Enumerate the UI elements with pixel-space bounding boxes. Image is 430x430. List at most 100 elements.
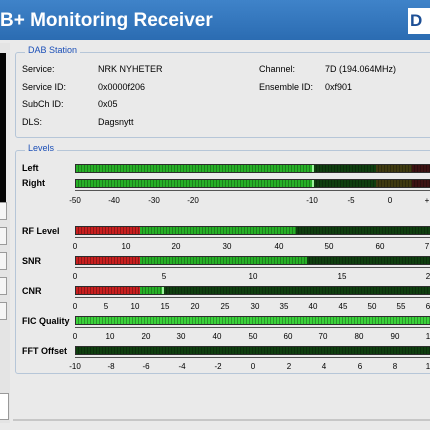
snr-meter-red [76,257,140,264]
sidebar-button-5[interactable] [0,302,7,320]
service-value: NRK NYHETER [98,64,163,74]
subch-id-value: 0x05 [98,99,118,109]
fft-offset-meter [75,346,430,355]
cnr-tick: 20 [190,302,200,311]
left-meter-peak [312,165,314,172]
dls-label: DLS: [22,117,43,127]
cnr-tick: 6 [425,302,430,311]
snr-tick: 5 [161,272,167,281]
fic-tick: 70 [318,332,328,341]
fic-tick: 10 [105,332,115,341]
fic-tick: 80 [354,332,364,341]
fft-tick: 8 [392,362,398,371]
fft-tick: -8 [107,362,115,371]
rf-tick: 20 [171,242,181,251]
rf-tick: 40 [274,242,284,251]
fft-meter-unlit [76,347,430,354]
sidebar-button-4[interactable] [0,277,7,295]
sidebar-box [0,393,9,420]
right-meter-unlit-yellow [376,180,412,187]
cnr-meter-unlit [164,287,430,294]
fic-tick: 50 [248,332,258,341]
sidebar-button-2[interactable] [0,227,7,245]
cnr-tick: 55 [396,302,406,311]
audio-tick: -50 [69,196,81,205]
ensemble-id-value: 0xf901 [325,82,353,92]
cnr-tick: 30 [250,302,260,311]
cnr-meter-green [140,287,162,294]
audio-tick: -30 [148,196,160,205]
right-meter-unlit-green [314,180,376,187]
rf-level-meter [75,226,430,235]
sidebar-button-3[interactable] [0,252,7,270]
snr-tick: 0 [72,272,78,281]
cnr-tick: 15 [160,302,170,311]
levels-group: Levels [15,143,430,374]
left-meter-green [76,165,312,172]
service-label: Service: [22,64,55,74]
left-channel-label: Left [22,163,39,173]
subch-id-label: SubCh ID: [22,99,64,109]
fic-tick: 60 [283,332,293,341]
cnr-meter-peak [162,287,164,294]
rf-meter-unlit [296,227,430,234]
snr-meter [75,256,430,265]
cnr-meter-red [76,287,140,294]
fic-tick: 1 [425,332,430,341]
fft-tick: 4 [321,362,327,371]
snr-tick: 2 [425,272,430,281]
cnr-tick: 40 [308,302,318,311]
fft-tick: 2 [286,362,292,371]
rf-tick: 50 [324,242,334,251]
fft-tick: 1 [425,362,430,371]
cnr-tick: 5 [103,302,109,311]
fft-tick: -2 [214,362,222,371]
fic-meter-green [76,317,430,324]
cnr-tick: 45 [338,302,348,311]
snr-meter-unlit [307,257,430,264]
cnr-tick: 25 [220,302,230,311]
rf-tick: 30 [222,242,232,251]
fic-tick: 40 [212,332,222,341]
rf-tick: 7 [424,242,430,251]
rf-level-label: RF Level [22,226,60,236]
audio-tick: -40 [108,196,120,205]
fic-quality-meter [75,316,430,325]
sidebar-button-1[interactable] [0,202,7,220]
title-bar: B+ Monitoring Receiver D [0,0,430,40]
dab-station-title: DAB Station [25,45,81,55]
left-meter-unlit-green [314,165,376,172]
ensemble-id-label: Ensemble ID: [259,82,314,92]
right-meter-green [76,180,312,187]
dls-value: Dagsnytt [98,117,134,127]
audio-tick: -10 [306,196,318,205]
channel-label: Channel: [259,64,296,74]
service-id-label: Service ID: [22,82,67,92]
fft-tick: 6 [357,362,363,371]
snr-tick: 10 [248,272,258,281]
cnr-tick: 0 [72,302,78,311]
fic-tick: 90 [390,332,400,341]
fic-tick: 30 [176,332,186,341]
fft-tick: -10 [69,362,81,371]
dab-station-group: DAB Station [15,45,430,138]
rf-tick: 0 [72,242,78,251]
fft-tick: 0 [250,362,256,371]
fic-tick: 0 [72,332,78,341]
right-meter-peak [312,180,314,187]
right-channel-label: Right [22,178,45,188]
service-id-value: 0x0000f206 [98,82,146,92]
app-logo: D [408,8,430,34]
audio-tick: -20 [187,196,199,205]
right-meter-unlit-red [412,180,430,187]
cnr-scale: 0 5 10 15 20 25 30 35 40 45 50 55 6 [73,297,430,311]
rf-meter-green [140,227,296,234]
levels-title: Levels [25,143,58,153]
left-level-meter [75,164,430,173]
bottom-divider [13,419,430,421]
window-title: B+ Monitoring Receiver [0,10,213,31]
audio-tick: 0 [387,196,393,205]
right-level-meter [75,179,430,188]
left-sidebar [0,43,10,423]
fft-tick: -6 [142,362,150,371]
